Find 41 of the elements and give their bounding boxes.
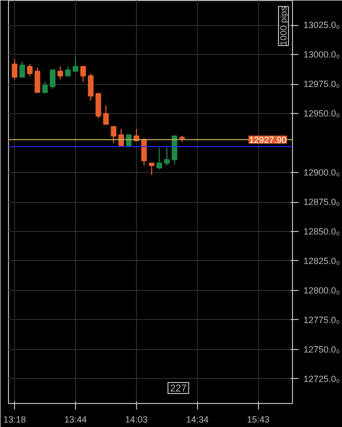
- candlestick: [50, 70, 56, 90]
- candlestick: [72, 56, 78, 72]
- candlestick: [12, 58, 18, 80]
- x-tick-label: 15:43: [246, 414, 270, 424]
- y-tick-label: 13000.0₀: [304, 50, 340, 60]
- y-tick-label: 12775.0₀: [304, 314, 340, 325]
- candlestick: [19, 61, 25, 78]
- y-tick-label: 12850.0₀: [304, 226, 340, 236]
- ref-line-label: 12927.90: [248, 135, 287, 146]
- candlestick: [57, 66, 64, 80]
- candlestick: [103, 104, 109, 125]
- y-tick-label: 12750.0₀: [304, 344, 340, 354]
- candlestick: [156, 147, 162, 170]
- candlestick: [126, 134, 132, 146]
- y-tick-label: 12975.0₀: [304, 79, 340, 90]
- candlestick: [42, 81, 48, 94]
- y-tick-label: 12950.0₀: [304, 108, 340, 119]
- annotation: 1000 pips: [278, 6, 288, 46]
- candlestick: [65, 66, 71, 76]
- candlestick: [27, 64, 33, 76]
- candlestick: [164, 147, 170, 166]
- candlestick: [88, 73, 94, 102]
- y-tick-label: 12725.0₀: [304, 374, 340, 384]
- x-tick-label: 13:18: [3, 414, 26, 424]
- y-tick-label: 13025.0₀: [304, 20, 340, 30]
- candlestick: [148, 162, 154, 176]
- candlestick: [80, 66, 86, 82]
- candlestick: [34, 67, 40, 93]
- y-tick-label: 12900.0₀: [304, 168, 340, 178]
- y-tick-label: 12875.0₀: [304, 197, 340, 207]
- x-tick-label: 13:44: [64, 414, 87, 424]
- candlestick: [118, 128, 124, 146]
- y-tick-label: 12825.0₀: [304, 256, 340, 266]
- y-tick-label: 12800.0₀: [304, 285, 340, 296]
- annotation: 227: [170, 384, 188, 394]
- x-tick-label: 14:34: [186, 414, 209, 424]
- candlestick: [96, 93, 102, 119]
- candlestick: [172, 136, 178, 165]
- candlestick: [141, 138, 147, 166]
- x-tick-label: 14:03: [125, 414, 148, 424]
- candlestick: [110, 126, 116, 144]
